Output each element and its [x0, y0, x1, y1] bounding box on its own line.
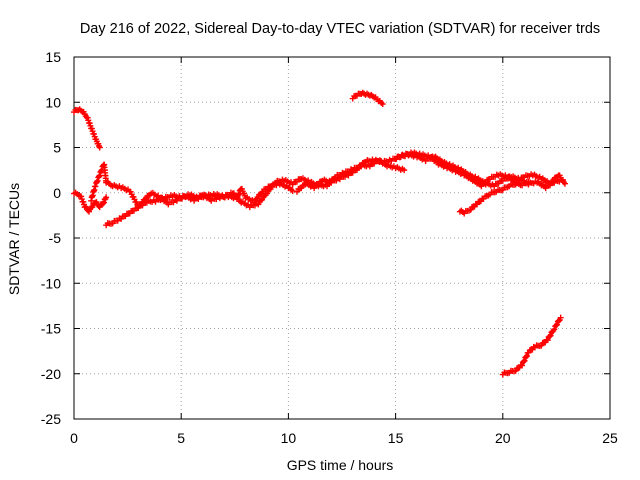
data-point	[544, 337, 551, 344]
data-point	[86, 208, 93, 215]
data-point	[289, 187, 296, 194]
data-point	[89, 204, 96, 211]
y-tick-label: -20	[41, 366, 61, 382]
y-tick-label: -5	[49, 230, 62, 246]
data-point	[96, 204, 103, 211]
data-point	[561, 180, 568, 187]
data-point	[266, 186, 273, 193]
data-point	[550, 177, 557, 184]
data-point	[553, 322, 560, 329]
data-point	[523, 352, 530, 359]
data-point	[92, 183, 99, 190]
data-point	[103, 194, 110, 201]
data-point	[546, 333, 553, 340]
data-point	[98, 168, 105, 175]
data-point	[547, 332, 554, 339]
x-tick-label: 10	[281, 430, 297, 446]
y-tick-label: 5	[53, 140, 61, 156]
data-point	[255, 201, 262, 208]
data-point	[93, 178, 100, 185]
data-point	[546, 181, 553, 188]
data-point	[323, 183, 330, 190]
series-segment-8	[349, 89, 386, 108]
data-point	[557, 314, 564, 321]
data-point	[99, 200, 106, 207]
data-point	[259, 196, 266, 203]
data-point	[519, 362, 526, 369]
x-tick-label: 25	[602, 430, 618, 446]
data-point	[401, 167, 408, 174]
data-point	[88, 204, 95, 211]
series-segment-2	[71, 189, 110, 215]
data-point	[520, 358, 527, 365]
series-segment-7	[456, 178, 532, 217]
data-point	[521, 357, 528, 364]
series-segment-3	[88, 161, 296, 211]
data-point	[96, 172, 103, 179]
y-tick-label: -15	[41, 321, 61, 337]
grid	[74, 57, 610, 419]
data-point	[523, 353, 530, 360]
data-point	[263, 190, 270, 197]
data-point	[96, 144, 103, 151]
chart-title: Day 216 of 2022, Sidereal Day-to-day VTE…	[80, 21, 600, 37]
y-tick-label: -25	[41, 411, 61, 427]
data-point	[379, 101, 386, 108]
data-point	[525, 178, 532, 185]
data-point	[101, 199, 108, 206]
x-tick-label: 20	[495, 430, 511, 446]
x-tick-label: 5	[177, 430, 185, 446]
data-point	[94, 177, 101, 184]
y-tick-label: 10	[45, 94, 61, 110]
data-point	[551, 326, 558, 333]
axes: 0 5 10 15 20 25 -25 -20 -15 -10 -5 0 5 10 15	[41, 49, 618, 446]
x-tick-label: 15	[388, 430, 404, 446]
y-tick-label: 15	[45, 49, 61, 65]
y-tick-label: 0	[53, 185, 61, 201]
data-point	[554, 321, 561, 328]
data-point	[267, 185, 274, 192]
series-segment-1	[71, 106, 103, 151]
series-segment-4	[103, 157, 408, 229]
y-tick-label: -10	[41, 275, 61, 291]
x-axis-label: GPS time / hours	[287, 457, 394, 473]
series-segment-9	[499, 314, 564, 378]
data-point	[96, 173, 103, 180]
data-point	[257, 197, 264, 204]
x-tick-label: 0	[70, 430, 78, 446]
data-marks	[71, 89, 568, 378]
data-point	[254, 194, 261, 201]
data-point	[555, 317, 562, 324]
y-axis-label: SDTVAR / TECUs	[6, 183, 22, 295]
